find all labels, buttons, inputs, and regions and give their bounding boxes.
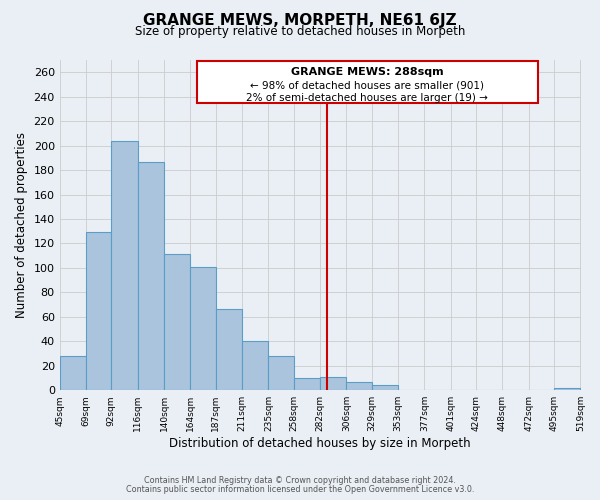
Text: ← 98% of detached houses are smaller (901): ← 98% of detached houses are smaller (90… <box>250 81 484 91</box>
X-axis label: Distribution of detached houses by size in Morpeth: Distribution of detached houses by size … <box>169 437 471 450</box>
Text: Contains public sector information licensed under the Open Government Licence v3: Contains public sector information licen… <box>126 485 474 494</box>
Bar <box>86 232 112 390</box>
Bar <box>190 266 215 390</box>
Bar <box>215 310 242 390</box>
Text: Size of property relative to detached houses in Morpeth: Size of property relative to detached ho… <box>135 25 465 38</box>
Bar <box>320 377 346 390</box>
FancyBboxPatch shape <box>197 61 538 103</box>
Text: 2% of semi-detached houses are larger (19) →: 2% of semi-detached houses are larger (1… <box>247 93 488 103</box>
Bar <box>268 356 294 390</box>
Bar <box>346 382 372 390</box>
Bar <box>137 162 164 390</box>
Bar <box>112 140 137 390</box>
Text: GRANGE MEWS, MORPETH, NE61 6JZ: GRANGE MEWS, MORPETH, NE61 6JZ <box>143 12 457 28</box>
Bar <box>554 388 580 390</box>
Text: GRANGE MEWS: 288sqm: GRANGE MEWS: 288sqm <box>291 68 443 78</box>
Bar <box>164 254 190 390</box>
Bar <box>59 356 86 390</box>
Bar <box>294 378 320 390</box>
Text: Contains HM Land Registry data © Crown copyright and database right 2024.: Contains HM Land Registry data © Crown c… <box>144 476 456 485</box>
Y-axis label: Number of detached properties: Number of detached properties <box>15 132 28 318</box>
Bar <box>372 386 398 390</box>
Bar <box>242 342 268 390</box>
